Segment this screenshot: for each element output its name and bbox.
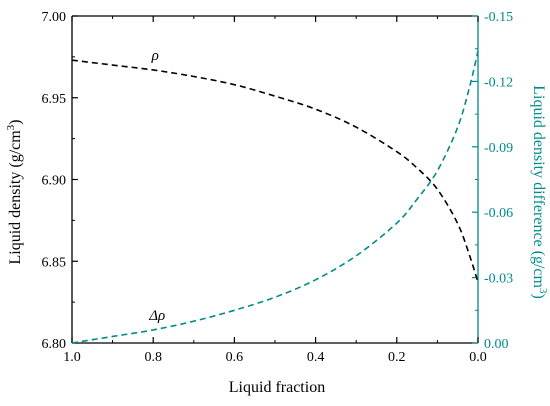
plot-frame (71, 15, 479, 344)
x-axis-ticks: 1.0 0.8 0.6 0.4 0.2 0.0 (63, 16, 487, 365)
x-tick-label: 0.8 (144, 350, 162, 365)
series-line-delta-rho (71, 50, 479, 344)
left-y-axis-label: Liquid density (g/cm3) (5, 119, 24, 264)
right-y-tick-label: -0.12 (484, 75, 513, 90)
right-y-tick-label: -0.06 (484, 206, 513, 221)
x-tick-label: 0.0 (469, 350, 487, 365)
annotations: ρ Δρ (148, 48, 165, 324)
x-tick-label: 1.0 (63, 350, 81, 365)
x-tick-label: 0.4 (307, 350, 325, 365)
right-y-axis-label: Liquid density difference (g/cm3) (530, 85, 549, 299)
left-y-tick-label: 6.80 (42, 337, 67, 352)
left-y-tick-label: 7.00 (42, 10, 67, 25)
series-lines (71, 50, 479, 344)
right-y-tick-label: -0.15 (484, 10, 513, 25)
x-tick-label: 0.6 (226, 350, 244, 365)
x-tick-label: 0.2 (388, 350, 406, 365)
left-y-tick-label: 6.90 (42, 174, 67, 189)
series-line-rho (71, 59, 479, 283)
right-y-axis-ticks: 0.00 -0.03 -0.06 -0.09 -0.12 -0.15 (472, 10, 513, 352)
left-y-tick-label: 6.95 (42, 92, 67, 107)
right-y-tick-label: -0.09 (484, 141, 513, 156)
right-y-tick-label: -0.03 (484, 272, 513, 287)
left-y-axis-ticks: 6.80 6.85 6.90 6.95 7.00 (42, 10, 78, 352)
right-y-tick-label: 0.00 (484, 337, 509, 352)
annotation-delta-rho: Δρ (148, 308, 165, 324)
annotation-rho: ρ (151, 48, 159, 64)
left-y-tick-label: 6.85 (42, 255, 67, 270)
x-axis-label: Liquid fraction (229, 379, 325, 396)
